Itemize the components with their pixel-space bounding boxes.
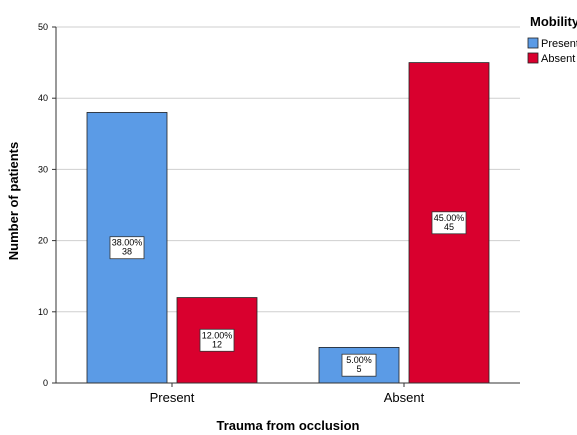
x-tick-label: Absent	[384, 390, 425, 405]
data-label-count: 12	[212, 339, 222, 349]
data-label-count: 5	[356, 364, 361, 374]
bars-group	[86, 62, 490, 384]
legend-label-present: Present	[541, 38, 577, 50]
data-label-count: 38	[122, 247, 132, 257]
y-tick-label: 20	[38, 236, 48, 246]
data-label-box	[341, 353, 377, 377]
data-label-box	[199, 328, 235, 352]
y-tick-label: 50	[38, 22, 48, 32]
data-label-percent: 12.00%	[202, 330, 233, 340]
legend-label-absent: Absent	[541, 53, 575, 65]
y-axis-ticks: 0 10 20 30 40 50	[38, 22, 56, 388]
data-labels-group: 38.00%38 12.00%12 5.00%5 45.00%45	[109, 211, 467, 377]
x-axis-ticks: Present Absent	[150, 383, 425, 405]
y-tick-label: 40	[38, 93, 48, 103]
data-label: 5.00%5	[341, 353, 377, 377]
legend-title: Mobility	[530, 14, 577, 29]
data-label-box	[109, 236, 145, 260]
data-label-box	[431, 211, 467, 235]
data-label-percent: 38.00%	[112, 238, 143, 248]
y-tick-label: 10	[38, 307, 48, 317]
data-label: 38.00%38	[109, 236, 145, 260]
legend: Mobility Present Absent	[527, 14, 577, 65]
data-label-count: 45	[444, 222, 454, 232]
data-label-percent: 45.00%	[434, 213, 465, 223]
legend-swatch-present	[527, 37, 539, 49]
y-tick-label: 0	[43, 378, 48, 388]
legend-swatch-absent	[527, 52, 539, 64]
data-label: 45.00%45	[431, 211, 467, 235]
data-label: 12.00%12	[199, 328, 235, 352]
x-tick-label: Present	[150, 390, 195, 405]
data-label-percent: 5.00%	[346, 355, 372, 365]
x-axis-title: Trauma from occlusion	[216, 418, 359, 433]
y-axis-title: Number of patients	[6, 142, 21, 260]
y-tick-label: 30	[38, 164, 48, 174]
